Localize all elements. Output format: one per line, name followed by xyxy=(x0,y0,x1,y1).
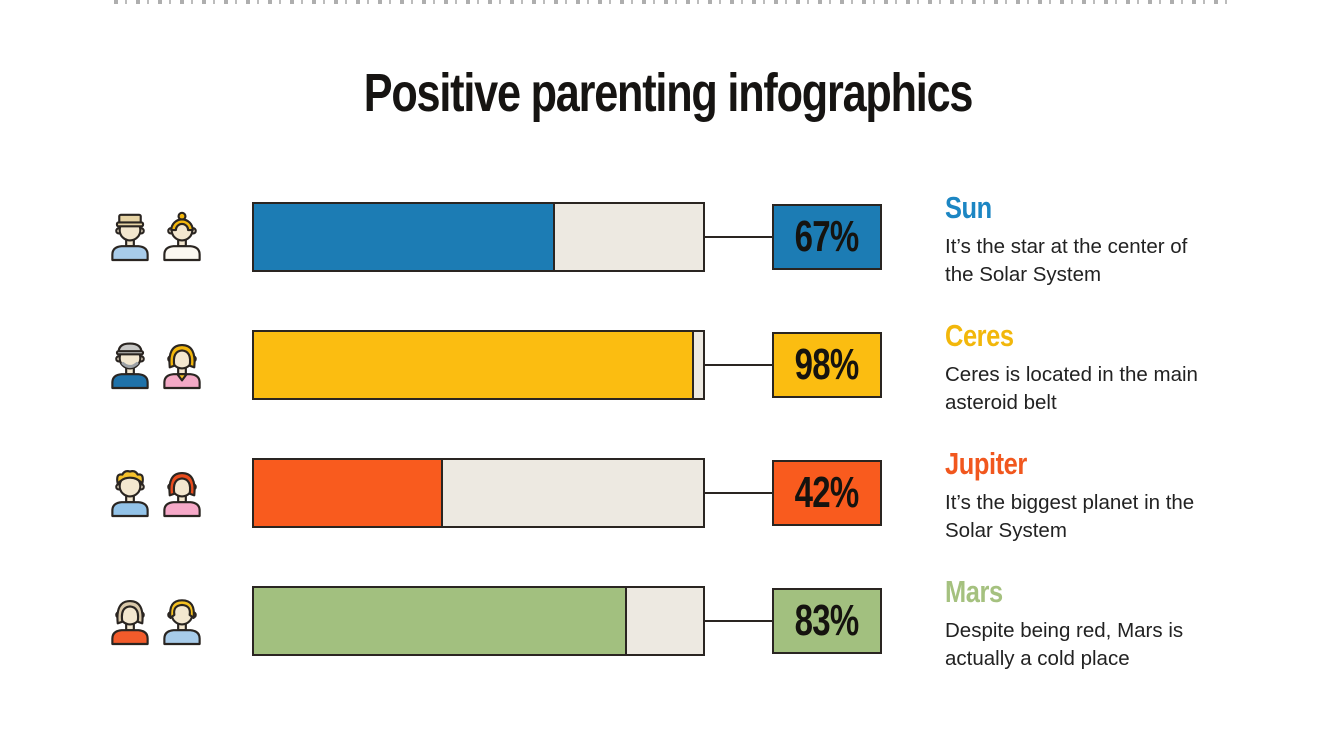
page-title: Positive parenting infographics xyxy=(363,63,974,123)
grandmother-icon xyxy=(163,343,201,390)
percent-box: 83% xyxy=(772,588,882,654)
percent-box: 67% xyxy=(772,204,882,270)
couple-icons xyxy=(104,334,208,396)
bar-fill xyxy=(254,588,627,654)
category-description: Despite being red, Mars is actually a co… xyxy=(945,619,1184,670)
percent-box: 42% xyxy=(772,460,882,526)
category-info: Jupiter It’s the biggest planet in the S… xyxy=(945,446,1225,545)
percent-box: 98% xyxy=(772,332,882,398)
bar-track xyxy=(252,330,705,400)
category-name: Mars xyxy=(945,574,1003,609)
top-edge-artifact xyxy=(114,0,1234,4)
category-description: It’s the biggest planet in the Solar Sys… xyxy=(945,491,1195,542)
connector-line xyxy=(705,492,772,494)
bar-fill xyxy=(254,460,443,526)
category-row: 42% Jupiter It’s the biggest planet in t… xyxy=(0,446,1336,542)
connector-line xyxy=(705,364,772,366)
grandfather-icon xyxy=(111,342,149,390)
category-name: Jupiter xyxy=(945,446,1027,481)
category-row: 98% Ceres Ceres is located in the main a… xyxy=(0,318,1336,414)
category-name: Ceres xyxy=(945,318,1014,353)
bar-track xyxy=(252,586,705,656)
bar-track xyxy=(252,202,705,272)
bar-fill xyxy=(254,332,695,398)
category-info: Sun It’s the star at the center of the S… xyxy=(945,190,1225,289)
percent-value: 42% xyxy=(795,468,860,517)
percent-value: 83% xyxy=(795,596,860,645)
groom-icon xyxy=(111,213,149,262)
young-woman-icon xyxy=(163,471,201,518)
connector-line xyxy=(705,236,772,238)
woman-icon xyxy=(163,599,201,646)
category-description: It’s the star at the center of the Solar… xyxy=(945,235,1188,286)
bride-icon xyxy=(163,211,201,262)
bar-track xyxy=(252,458,705,528)
category-description: Ceres is located in the main asteroid be… xyxy=(945,363,1198,414)
couple-icons xyxy=(104,206,208,268)
couple-icons xyxy=(104,590,208,652)
young-man-icon xyxy=(111,470,149,518)
percent-value: 98% xyxy=(795,340,860,389)
percent-value: 67% xyxy=(795,212,860,261)
connector-line xyxy=(705,620,772,622)
bar-fill xyxy=(254,204,555,270)
category-row: 83% Mars Despite being red, Mars is actu… xyxy=(0,574,1336,670)
category-info: Mars Despite being red, Mars is actually… xyxy=(945,574,1225,673)
category-info: Ceres Ceres is located in the main aster… xyxy=(945,318,1225,417)
mother-icon xyxy=(111,599,149,646)
couple-icons xyxy=(104,462,208,524)
category-row: 67% Sun It’s the star at the center of t… xyxy=(0,190,1336,286)
category-name: Sun xyxy=(945,190,992,225)
